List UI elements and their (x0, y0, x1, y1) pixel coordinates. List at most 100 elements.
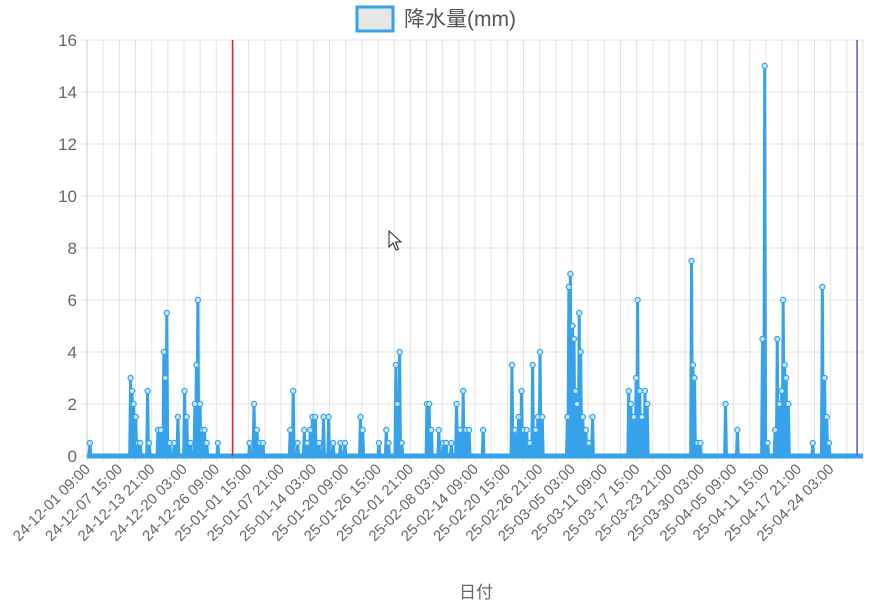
data-point[interactable] (465, 426, 473, 434)
data-point[interactable] (689, 361, 697, 369)
data-point[interactable] (201, 426, 208, 434)
data-point[interactable] (776, 400, 783, 408)
data-point[interactable] (128, 387, 136, 395)
data-point[interactable] (508, 361, 516, 369)
data-point[interactable] (734, 426, 741, 434)
data-point[interactable] (526, 439, 533, 447)
data-point[interactable] (778, 387, 785, 395)
data-point[interactable] (539, 413, 546, 421)
data-point[interactable] (425, 400, 433, 408)
data-point[interactable] (183, 413, 190, 421)
data-point[interactable] (585, 439, 593, 447)
data-point[interactable] (250, 400, 258, 408)
data-point[interactable] (518, 387, 525, 395)
data-point[interactable] (160, 348, 168, 356)
data-point[interactable] (196, 400, 204, 408)
data-point[interactable] (453, 400, 460, 408)
data-point[interactable] (823, 413, 830, 421)
data-point[interactable] (523, 426, 530, 434)
data-point[interactable] (759, 335, 766, 343)
data-point[interactable] (821, 374, 828, 382)
data-point[interactable] (819, 283, 826, 291)
data-point[interactable] (457, 426, 464, 434)
data-point[interactable] (306, 426, 314, 434)
data-point[interactable] (785, 400, 792, 408)
data-point[interactable] (515, 413, 522, 421)
data-point[interactable] (294, 439, 301, 447)
data-point[interactable] (394, 400, 401, 408)
data-point[interactable] (194, 296, 202, 304)
data-point[interactable] (774, 335, 781, 343)
data-point[interactable] (341, 439, 349, 447)
legend-label[interactable]: 降水量(mm) (404, 8, 516, 31)
data-point[interactable] (375, 439, 383, 447)
data-point[interactable] (573, 400, 581, 408)
data-point[interactable] (359, 426, 366, 434)
data-point[interactable] (529, 361, 536, 369)
data-point[interactable] (511, 426, 519, 434)
data-point[interactable] (761, 62, 768, 70)
data-point[interactable] (632, 374, 640, 382)
data-point[interactable] (145, 439, 153, 447)
data-point[interactable] (127, 374, 134, 382)
data-point[interactable] (396, 348, 403, 356)
data-point[interactable] (315, 439, 323, 447)
data-point[interactable] (162, 374, 169, 382)
data-point[interactable] (809, 439, 816, 447)
data-point[interactable] (627, 400, 635, 408)
data-point[interactable] (193, 361, 200, 369)
data-point[interactable] (157, 426, 165, 434)
data-point[interactable] (589, 413, 596, 421)
data-point[interactable] (582, 426, 590, 434)
data-point[interactable] (641, 387, 649, 395)
data-point[interactable] (442, 439, 450, 447)
data-point[interactable] (174, 413, 182, 421)
data-point[interactable] (86, 439, 94, 447)
data-point[interactable] (634, 296, 641, 304)
data-point[interactable] (479, 426, 487, 434)
data-point[interactable] (638, 413, 646, 421)
data-point[interactable] (570, 335, 578, 343)
data-point[interactable] (577, 348, 584, 356)
data-point[interactable] (187, 439, 194, 447)
data-point[interactable] (779, 296, 787, 304)
data-point[interactable] (304, 439, 311, 447)
data-point[interactable] (532, 426, 539, 434)
data-point[interactable] (722, 400, 729, 408)
data-point[interactable] (691, 374, 698, 382)
data-point[interactable] (287, 426, 294, 434)
data-point[interactable] (383, 426, 390, 434)
data-point[interactable] (203, 439, 210, 447)
data-point[interactable] (771, 426, 779, 434)
legend[interactable]: 降水量(mm) (355, 5, 516, 33)
data-point[interactable] (428, 426, 435, 434)
data-point[interactable] (144, 387, 151, 395)
data-point[interactable] (130, 400, 137, 408)
data-point[interactable] (132, 413, 139, 421)
data-point[interactable] (536, 348, 544, 356)
data-point[interactable] (782, 374, 790, 382)
data-point[interactable] (567, 270, 574, 278)
data-point[interactable] (576, 309, 583, 317)
data-point[interactable] (246, 439, 253, 447)
data-point[interactable] (329, 439, 337, 447)
data-point[interactable] (564, 413, 571, 421)
data-point[interactable] (781, 361, 788, 369)
data-point[interactable] (357, 413, 364, 421)
data-point[interactable] (636, 387, 644, 395)
data-point[interactable] (565, 283, 573, 291)
data-point[interactable] (579, 413, 587, 421)
data-point[interactable] (259, 439, 267, 447)
data-point[interactable] (572, 387, 579, 395)
data-point[interactable] (459, 387, 467, 395)
data-point[interactable] (312, 413, 319, 421)
data-point[interactable] (137, 439, 144, 447)
data-point[interactable] (764, 439, 771, 447)
data-point[interactable] (289, 387, 297, 395)
data-point[interactable] (320, 413, 327, 421)
data-point[interactable] (697, 439, 704, 447)
data-point[interactable] (392, 361, 400, 369)
data-point[interactable] (325, 413, 332, 421)
data-point[interactable] (253, 426, 261, 434)
legend-color-box[interactable] (355, 5, 395, 33)
